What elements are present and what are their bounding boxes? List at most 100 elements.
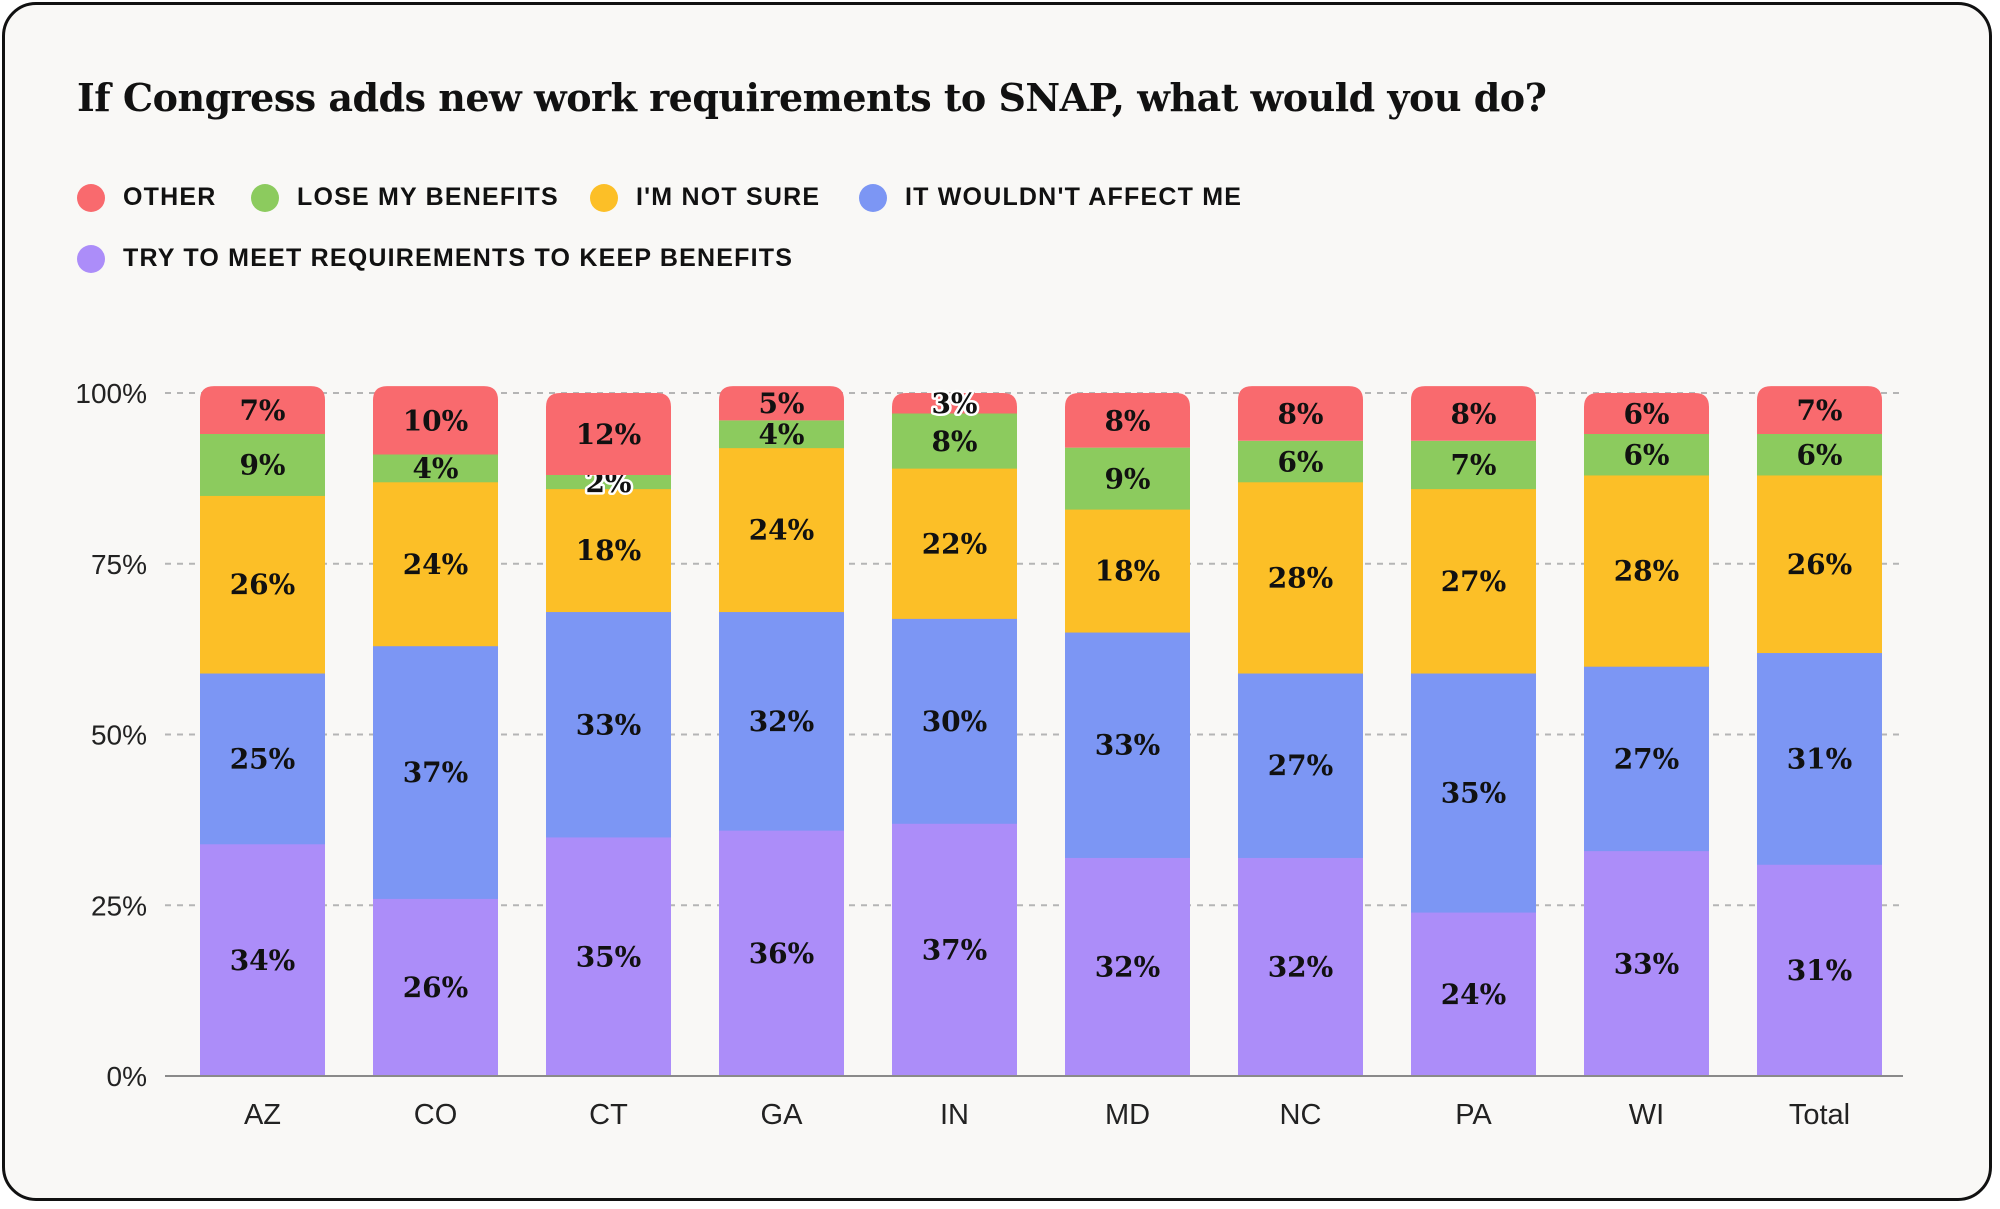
data-label-try-to-meet-requirements-to-keep-benefits-total: 31% xyxy=(1787,954,1853,987)
x-tick-label-nc: NC xyxy=(1280,1099,1322,1131)
data-label-lose-my-benefits-nc: 6% xyxy=(1277,445,1323,478)
data-label-it-wouldn-t-affect-me-ga: 32% xyxy=(749,705,815,738)
data-label-try-to-meet-requirements-to-keep-benefits-nc: 32% xyxy=(1268,951,1334,984)
data-label-try-to-meet-requirements-to-keep-benefits-wi: 33% xyxy=(1614,947,1680,980)
x-tick-label-az: AZ xyxy=(244,1099,281,1131)
bar-segment-lose-my-benefits-co xyxy=(373,454,498,483)
data-label-it-wouldn-t-affect-me-pa: 35% xyxy=(1441,777,1507,810)
bar-segment-it-wouldn-t-affect-me-az xyxy=(200,673,325,845)
data-label-i-m-not-sure-md: 18% xyxy=(1095,555,1161,588)
bar-segment-other-co xyxy=(373,386,498,455)
y-tick-label: 100% xyxy=(75,378,147,409)
bar-segment-lose-my-benefits-nc xyxy=(1238,440,1363,483)
bar-segment-other-in xyxy=(892,393,1017,414)
data-label-try-to-meet-requirements-to-keep-benefits-ga: 36% xyxy=(749,937,815,970)
bar-segment-i-m-not-sure-md xyxy=(1065,509,1190,633)
bar-segment-i-m-not-sure-ct xyxy=(546,488,671,613)
data-label-lose-my-benefits-total: 6% xyxy=(1796,438,1842,471)
bar-segment-other-md xyxy=(1065,393,1190,448)
bar-segment-try-to-meet-requirements-to-keep-benefits-ct xyxy=(546,836,671,1077)
bar-segment-it-wouldn-t-affect-me-pa xyxy=(1411,673,1536,913)
bar-segment-try-to-meet-requirements-to-keep-benefits-ga xyxy=(719,830,844,1077)
data-label-i-m-not-sure-in: 22% xyxy=(922,527,988,560)
x-tick-label-co: CO xyxy=(414,1099,458,1131)
data-label-it-wouldn-t-affect-me-ct: 33% xyxy=(576,708,642,741)
x-tick-label-in: IN xyxy=(940,1099,969,1131)
legend-swatch-wouldnt-affect xyxy=(859,183,887,212)
data-label-try-to-meet-requirements-to-keep-benefits-az: 34% xyxy=(230,944,296,977)
bar-segment-other-pa xyxy=(1411,386,1536,441)
data-label-i-m-not-sure-co: 24% xyxy=(403,548,469,581)
legend-label-try-to-meet: TRY TO MEET REQUIREMENTS TO KEEP BENEFIT… xyxy=(123,244,794,272)
bar-segment-try-to-meet-requirements-to-keep-benefits-az xyxy=(200,843,325,1077)
data-label-i-m-not-sure-ct: 18% xyxy=(576,534,642,567)
x-tick-label-md: MD xyxy=(1105,1099,1150,1131)
bar-segment-lose-my-benefits-ct xyxy=(546,474,671,490)
legend-label-wouldnt-affect: IT WOULDN'T AFFECT ME xyxy=(905,183,1243,211)
data-label-it-wouldn-t-affect-me-md: 33% xyxy=(1095,729,1161,762)
bar-segment-it-wouldn-t-affect-me-md xyxy=(1065,632,1190,858)
bar-segment-try-to-meet-requirements-to-keep-benefits-co xyxy=(373,898,498,1077)
data-label-lose-my-benefits-az: 9% xyxy=(239,449,285,482)
data-label-try-to-meet-requirements-to-keep-benefits-md: 32% xyxy=(1095,951,1161,984)
x-tick-label-wi: WI xyxy=(1629,1099,1664,1131)
bar-segment-other-ct xyxy=(546,393,671,475)
bar-segment-other-wi xyxy=(1584,393,1709,434)
x-tick-label-ct: CT xyxy=(589,1099,628,1131)
bar-segment-it-wouldn-t-affect-me-in xyxy=(892,618,1017,824)
x-tick-label-ga: GA xyxy=(761,1099,804,1131)
bar-segment-lose-my-benefits-md xyxy=(1065,447,1190,510)
data-label-other-md: 8% xyxy=(1104,404,1150,437)
bar-segment-i-m-not-sure-wi xyxy=(1584,474,1709,667)
bar-segment-it-wouldn-t-affect-me-ct xyxy=(546,611,671,838)
legend-item-not-sure: I'M NOT SURE xyxy=(590,183,820,212)
data-label-try-to-meet-requirements-to-keep-benefits-pa: 24% xyxy=(1441,978,1507,1011)
data-label-it-wouldn-t-affect-me-wi: 27% xyxy=(1614,742,1680,775)
data-label-try-to-meet-requirements-to-keep-benefits-co: 26% xyxy=(403,971,469,1004)
data-label-it-wouldn-t-affect-me-co: 37% xyxy=(403,756,469,789)
data-label-i-m-not-sure-nc: 28% xyxy=(1268,561,1334,594)
legend-swatch-other xyxy=(77,183,105,212)
bar-segment-other-az xyxy=(200,386,325,434)
bar-segment-lose-my-benefits-az xyxy=(200,433,325,496)
legend-swatch-lose-my-benefits xyxy=(251,183,279,212)
bar-segment-it-wouldn-t-affect-me-total xyxy=(1757,652,1882,865)
data-label-it-wouldn-t-affect-me-nc: 27% xyxy=(1268,749,1334,782)
bar-segment-try-to-meet-requirements-to-keep-benefits-pa xyxy=(1411,912,1536,1077)
data-label-i-m-not-sure-wi: 28% xyxy=(1614,555,1680,588)
bar-segment-lose-my-benefits-total xyxy=(1757,433,1882,476)
x-tick-label-pa: PA xyxy=(1455,1099,1492,1131)
data-label-it-wouldn-t-affect-me-in: 30% xyxy=(922,705,988,738)
bar-segment-other-ga xyxy=(719,386,844,421)
legend-label-lose-my-benefits: LOSE MY BENEFITS xyxy=(297,183,559,211)
data-label-i-m-not-sure-ga: 24% xyxy=(749,514,815,547)
legend-label-not-sure: I'M NOT SURE xyxy=(636,183,821,211)
data-label-other-co: 10% xyxy=(403,404,469,437)
bar-segment-lose-my-benefits-pa xyxy=(1411,440,1536,490)
data-label-other-az: 7% xyxy=(239,394,285,427)
bar-segment-try-to-meet-requirements-to-keep-benefits-wi xyxy=(1584,850,1709,1077)
legend-swatch-not-sure xyxy=(590,183,618,212)
bar-segment-i-m-not-sure-az xyxy=(200,495,325,674)
legend-item-wouldnt-affect: IT WOULDN'T AFFECT ME xyxy=(859,183,1242,212)
data-label-other-ga: 5% xyxy=(758,387,804,420)
data-label-i-m-not-sure-total: 26% xyxy=(1787,548,1853,581)
data-label-lose-my-benefits-co: 4% xyxy=(412,452,458,485)
legend-item-other: OTHER xyxy=(77,183,217,212)
data-label-lose-my-benefits-md: 9% xyxy=(1104,462,1150,495)
bar-segment-it-wouldn-t-affect-me-nc xyxy=(1238,673,1363,858)
bar-segment-other-nc xyxy=(1238,386,1363,441)
bar-segment-it-wouldn-t-affect-me-ga xyxy=(719,611,844,831)
bar-segment-try-to-meet-requirements-to-keep-benefits-md xyxy=(1065,857,1190,1077)
y-tick-label: 25% xyxy=(91,890,147,921)
data-label-lose-my-benefits-wi: 6% xyxy=(1623,438,1669,471)
data-label-try-to-meet-requirements-to-keep-benefits-in: 37% xyxy=(922,934,988,967)
bar-segment-try-to-meet-requirements-to-keep-benefits-nc xyxy=(1238,857,1363,1077)
data-label-other-ct: 12% xyxy=(576,418,642,451)
y-tick-label: 0% xyxy=(107,1061,147,1092)
bar-segment-it-wouldn-t-affect-me-wi xyxy=(1584,666,1709,852)
data-label-lose-my-benefits-in: 8% xyxy=(931,425,977,458)
data-label-other-wi: 6% xyxy=(1623,397,1669,430)
data-label-i-m-not-sure-az: 26% xyxy=(230,568,296,601)
data-label-it-wouldn-t-affect-me-az: 25% xyxy=(230,742,296,775)
